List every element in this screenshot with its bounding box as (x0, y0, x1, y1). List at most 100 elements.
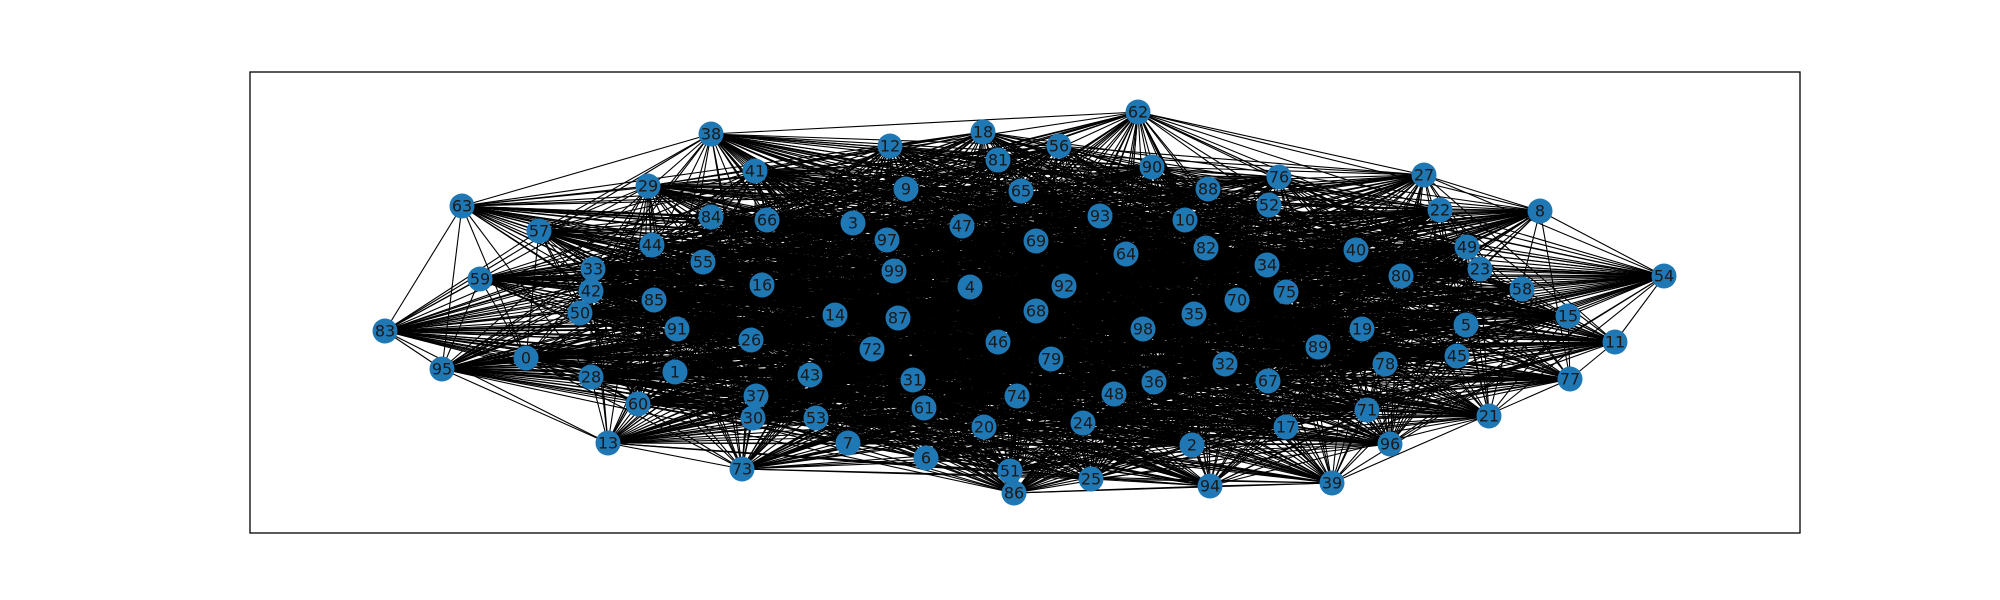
node-69: 69 (1023, 228, 1049, 254)
edge (441, 328, 678, 370)
node-circle (1181, 301, 1207, 327)
edge (886, 239, 1269, 382)
node-label: 97 (877, 231, 897, 250)
node-58: 58 (1509, 276, 1535, 302)
edge (871, 240, 1037, 350)
node-circle (1101, 381, 1127, 407)
node-54: 54 (1651, 263, 1677, 289)
edge (1331, 363, 1386, 484)
node-circle (740, 405, 766, 431)
edge (441, 278, 481, 370)
node-label: 49 (1457, 238, 1477, 257)
node-80: 80 (1388, 263, 1414, 289)
node-circle (1078, 466, 1104, 492)
node-19: 19 (1349, 316, 1375, 342)
edge (1050, 358, 1368, 411)
node-label: 41 (745, 162, 765, 181)
edge (886, 239, 1015, 494)
edge (1317, 288, 1523, 348)
node-21: 21 (1476, 403, 1502, 429)
edge (653, 159, 999, 301)
node-46: 46 (985, 329, 1011, 355)
edge (997, 159, 1101, 217)
node-circle (526, 218, 552, 244)
node-circle (664, 316, 690, 342)
edge (1063, 215, 1101, 287)
edge (871, 348, 925, 409)
edge (384, 219, 768, 332)
node-label: 26 (741, 331, 761, 350)
edge (997, 159, 1209, 190)
node-82: 82 (1193, 235, 1219, 261)
node-label: 20 (974, 418, 994, 437)
edge (1539, 210, 1665, 277)
edge (1063, 285, 1144, 330)
node-label: 84 (701, 208, 721, 227)
node-label: 32 (1215, 355, 1235, 374)
edge (1466, 246, 1665, 277)
edge (809, 374, 1015, 494)
node-label: 6 (921, 449, 931, 468)
node-circle (1255, 368, 1281, 394)
edge (1009, 275, 1665, 472)
node-circle (578, 364, 604, 390)
node-label: 63 (452, 197, 472, 216)
node-87: 87 (885, 305, 911, 331)
edge (1137, 111, 1468, 248)
node-label: 15 (1558, 307, 1578, 326)
node-20: 20 (971, 414, 997, 440)
node-label: 42 (581, 282, 601, 301)
node-18: 18 (970, 119, 996, 145)
node-circle (1453, 312, 1479, 338)
node-label: 35 (1184, 305, 1204, 324)
node-label: 80 (1391, 267, 1411, 286)
edge (441, 328, 1144, 370)
edge (653, 188, 1209, 301)
node-3: 3 (840, 210, 866, 236)
node-circle (1172, 207, 1198, 233)
node-22: 22 (1427, 197, 1453, 223)
edge (384, 278, 481, 332)
node-label: 4 (965, 278, 975, 297)
node-73: 73 (729, 456, 755, 482)
node-label: 39 (1322, 474, 1342, 493)
edge (1268, 204, 1571, 380)
node-label: 7 (843, 434, 853, 453)
node-55: 55 (690, 249, 716, 275)
edge (676, 317, 899, 330)
node-circle (1141, 369, 1167, 395)
node-label: 19 (1352, 320, 1372, 339)
edge (441, 368, 1015, 494)
node-circle (985, 329, 1011, 355)
node-circle (1139, 154, 1165, 180)
node-circle (641, 287, 667, 313)
edge (538, 166, 1153, 232)
node-circle (449, 193, 475, 219)
node-circle (1411, 162, 1437, 188)
node-label: 69 (1026, 232, 1046, 251)
node-circle (1444, 343, 1470, 369)
node-circle (1197, 473, 1223, 499)
edge (479, 278, 655, 301)
edge (653, 299, 1571, 380)
node-circle (749, 272, 775, 298)
edge (1125, 111, 1139, 255)
edge (1099, 215, 1368, 411)
edge (1439, 209, 1665, 277)
node-74: 74 (1004, 383, 1030, 409)
node-label: 56 (1049, 137, 1069, 156)
node-label: 94 (1200, 477, 1220, 496)
node-circle (1557, 366, 1583, 392)
node-circle (1070, 410, 1096, 436)
edge (1151, 166, 1319, 348)
edge (1063, 166, 1153, 287)
node-67: 67 (1255, 368, 1281, 394)
node-75: 75 (1273, 279, 1299, 305)
edge (1142, 328, 1571, 380)
node-label: 8 (1535, 202, 1545, 221)
node-51: 51 (997, 458, 1023, 484)
edge (1016, 275, 1665, 397)
node-label: 72 (862, 340, 882, 359)
node-label: 91 (667, 320, 687, 339)
